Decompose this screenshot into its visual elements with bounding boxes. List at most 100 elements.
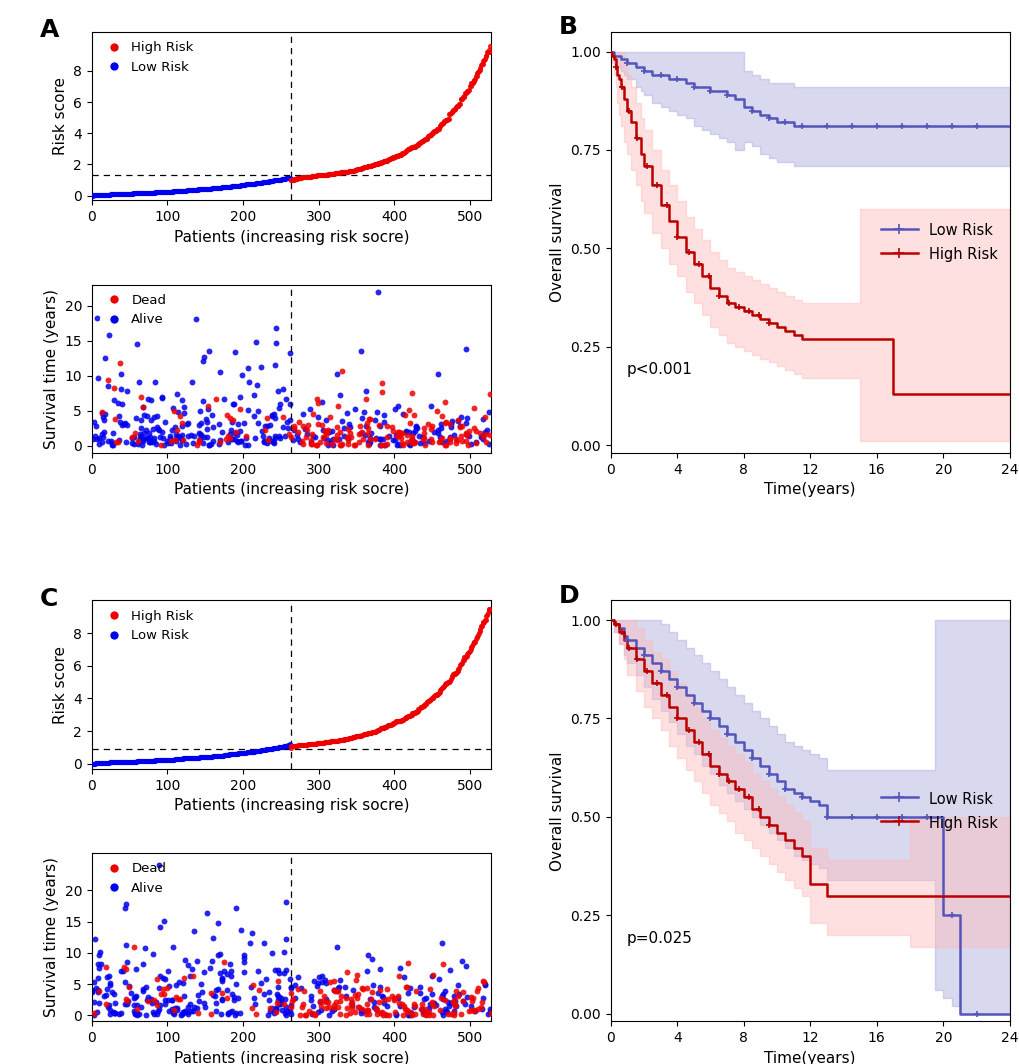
Point [383, 987, 399, 1004]
Point [319, 733, 335, 750]
Point [424, 124, 440, 142]
Point [213, 969, 229, 986]
Point [366, 156, 382, 173]
Point [281, 735, 298, 752]
Point [264, 433, 280, 450]
Point [482, 37, 498, 54]
Point [140, 988, 156, 1005]
Point [196, 181, 212, 198]
Point [181, 749, 198, 766]
Point [475, 614, 491, 631]
Point [213, 747, 229, 764]
Point [448, 664, 465, 681]
Point [221, 955, 237, 972]
Point [149, 752, 165, 769]
Point [350, 161, 366, 178]
Point [150, 184, 166, 201]
Point [415, 429, 431, 446]
Point [149, 752, 165, 769]
Point [420, 1007, 436, 1024]
Point [175, 404, 192, 421]
Point [372, 1004, 388, 1021]
Point [96, 186, 112, 203]
Point [175, 182, 192, 199]
Point [229, 427, 246, 444]
Point [272, 429, 288, 446]
Point [374, 375, 390, 392]
Point [400, 402, 417, 419]
Point [338, 731, 355, 748]
Point [311, 968, 327, 985]
Point [267, 410, 283, 427]
Point [445, 1002, 462, 1019]
Point [313, 997, 329, 1014]
Point [422, 397, 438, 414]
Point [276, 428, 292, 445]
Point [276, 737, 292, 754]
Point [271, 171, 287, 188]
Point [458, 84, 474, 101]
Point [204, 180, 220, 197]
Point [441, 962, 458, 979]
Point [409, 136, 425, 153]
Point [205, 419, 221, 436]
Point [275, 170, 291, 187]
Point [126, 988, 143, 1005]
Point [444, 993, 461, 1010]
Point [467, 422, 483, 439]
Point [404, 434, 420, 451]
Point [139, 752, 155, 769]
Point [382, 150, 398, 167]
Point [447, 434, 464, 451]
Point [465, 990, 481, 1007]
Point [216, 962, 232, 979]
Point [229, 178, 246, 195]
Point [452, 409, 469, 426]
Point [135, 752, 151, 769]
Point [105, 754, 121, 771]
Point [232, 433, 249, 450]
Point [429, 685, 445, 702]
Point [115, 185, 131, 202]
Point [181, 995, 198, 1012]
Point [312, 433, 328, 450]
Point [328, 366, 344, 383]
Point [379, 718, 395, 735]
Point [88, 754, 104, 771]
Point [314, 974, 330, 991]
Point [278, 414, 294, 431]
Point [257, 742, 273, 759]
Point [380, 717, 396, 734]
Point [202, 748, 218, 765]
Point [298, 169, 314, 186]
Point [416, 131, 432, 148]
Point [359, 433, 375, 450]
Point [395, 968, 412, 985]
Point [404, 138, 420, 155]
Point [231, 401, 248, 418]
Point [184, 1002, 201, 1019]
Point [117, 991, 133, 1008]
Point [362, 434, 378, 451]
Point [351, 728, 367, 745]
Point [95, 429, 111, 446]
Point [199, 749, 215, 766]
Point [173, 750, 190, 767]
Point [332, 987, 348, 1004]
Point [260, 173, 276, 190]
Point [140, 752, 156, 769]
Point [270, 171, 286, 188]
Point [226, 1007, 243, 1024]
Point [250, 402, 266, 419]
Point [224, 178, 240, 195]
Point [302, 400, 318, 417]
Point [159, 751, 175, 768]
Point [292, 169, 309, 186]
Point [326, 981, 342, 998]
Point [272, 396, 288, 413]
Point [406, 704, 422, 721]
Point [243, 176, 259, 193]
Point [354, 980, 370, 997]
Point [294, 995, 311, 1012]
Point [235, 744, 252, 761]
